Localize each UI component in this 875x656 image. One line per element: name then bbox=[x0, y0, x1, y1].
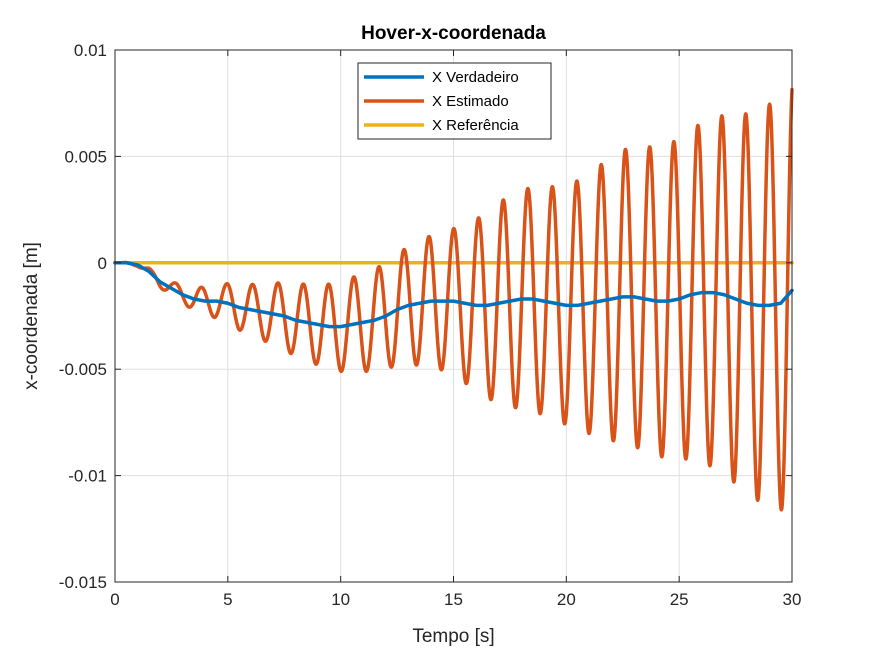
legend: X Verdadeiro X Estimado X Referência bbox=[357, 62, 552, 140]
chart-title: Hover-x-coordenada bbox=[361, 23, 546, 44]
y-tick-label: -0.015 bbox=[59, 573, 107, 592]
x-axis-label: Tempo [s] bbox=[412, 626, 494, 647]
y-axis-label: x-coordenada [m] bbox=[21, 242, 42, 390]
y-tick-label: -0.005 bbox=[59, 360, 107, 379]
legend-label-2: X Referência bbox=[432, 117, 519, 134]
series-line-0 bbox=[113, 261, 794, 329]
x-tick-label: 25 bbox=[670, 590, 689, 609]
ticks bbox=[114, 49, 793, 583]
y-tick-label: 0.005 bbox=[64, 147, 107, 166]
legend-entries: X Verdadeiro X Estimado X Referência bbox=[364, 69, 519, 134]
y-tick-label: 0 bbox=[98, 254, 107, 273]
legend-label-0: X Verdadeiro bbox=[432, 69, 519, 86]
x-tick-label: 0 bbox=[110, 590, 119, 609]
series-line-1 bbox=[113, 87, 794, 512]
y-tick-label: -0.01 bbox=[68, 467, 107, 486]
x-tick-label: 5 bbox=[223, 590, 232, 609]
y-tick-label: 0.01 bbox=[74, 41, 107, 60]
series-layer bbox=[113, 87, 794, 512]
tick-labels: 0 5 10 15 20 25 30 -0.015 -0.01 -0.005 0 0.005 0.01 bbox=[59, 41, 802, 609]
x-tick-label: 10 bbox=[331, 590, 350, 609]
legend-label-1: X Estimado bbox=[432, 93, 509, 110]
x-tick-label: 20 bbox=[557, 590, 576, 609]
x-tick-label: 15 bbox=[444, 590, 463, 609]
x-tick-label: 30 bbox=[783, 590, 802, 609]
